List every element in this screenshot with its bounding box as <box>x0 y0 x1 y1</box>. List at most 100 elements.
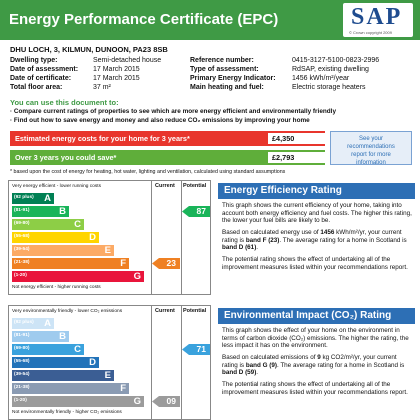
rating-heading: Energy Efficiency Rating <box>218 183 415 199</box>
band-range: (39-54) <box>14 372 30 377</box>
rating-band: (1-20) G <box>12 396 144 407</box>
band-letter: F <box>120 258 126 269</box>
footnote: * based upon the cost of energy for heat… <box>10 169 286 175</box>
rating-band: (55-68) D <box>12 357 99 368</box>
text: This graph shows the effect of your home… <box>222 327 409 350</box>
band-letter: A <box>44 193 51 204</box>
field-label: Primary Energy Indicator: <box>190 75 276 82</box>
band-letter: E <box>104 370 111 381</box>
field-value: 17 March 2015 <box>93 66 140 73</box>
potential-rating: 71 <box>182 344 210 355</box>
band-letter: F <box>120 383 126 394</box>
current-label: Current <box>155 308 175 314</box>
band-range: (92 plus) <box>14 320 34 325</box>
field-value: Semi-detached house <box>93 57 162 64</box>
text: Based on calculated energy use of <box>222 229 321 236</box>
band-range: (69-80) <box>14 346 30 351</box>
band-range: (92 plus) <box>14 195 34 200</box>
rating-band: (81-91) B <box>12 206 69 217</box>
text: . The average rating for a home in Scotl… <box>279 236 407 244</box>
bold-text: 1456 <box>320 229 335 236</box>
cost-row: Over 3 years you could save* £2,793 <box>10 150 326 165</box>
rating-chart: Very environmentally friendly - lower CO… <box>8 305 211 420</box>
rating-band: (21-38) F <box>12 258 129 269</box>
band-letter: D <box>89 357 96 368</box>
rating-band: (92 plus) A <box>12 193 54 204</box>
bottom-text: Not environmentally friendly - higher CO… <box>12 410 122 415</box>
paragraph: The potential rating shows the effect of… <box>222 381 414 396</box>
bullet-text: Compare current ratings of properties to… <box>13 108 337 115</box>
band-range: (21-38) <box>14 260 30 265</box>
text: The potential rating shows the effect of… <box>222 381 408 396</box>
top-text: Very environmentally friendly - lower CO… <box>12 309 123 314</box>
top-text: Very energy efficient - lower running co… <box>12 184 101 189</box>
potential-label: Potential <box>183 308 207 314</box>
cost-label: Over 3 years you could save* <box>15 153 117 162</box>
field-label: Reference number: <box>190 57 254 64</box>
bold-text: band D (61) <box>222 244 257 252</box>
field-label: Date of assessment: <box>10 66 79 73</box>
field-label: Date of certificate: <box>10 75 72 82</box>
rating-chart: Very energy efficient - lower running co… <box>8 180 211 295</box>
logo-note: © Crown copyright 2009 <box>349 30 392 35</box>
rating-heading: Environmental Impact (CO₂) Rating <box>218 308 415 324</box>
band-range: (81-91) <box>14 208 30 213</box>
field-label: Dwelling type: <box>10 57 58 64</box>
field-label: Total floor area: <box>10 84 63 91</box>
cost-label: Estimated energy costs for your home for… <box>15 134 190 143</box>
column-divider <box>181 181 182 294</box>
rating-band: (39-54) E <box>12 370 114 381</box>
logo-text: SAP <box>351 4 403 30</box>
paragraph: The potential rating shows the effect of… <box>222 256 414 271</box>
text: This graph shows the current efficiency … <box>222 202 412 225</box>
rating-band: (69-80) C <box>12 219 84 230</box>
band-range: (21-38) <box>14 385 30 390</box>
address: DHU LOCH, 3, KILMUN, DUNOON, PA23 8SB <box>10 45 168 54</box>
column-divider <box>181 306 182 419</box>
header-band: Energy Performance Certificate (EPC) SAP… <box>0 0 420 40</box>
potential-label: Potential <box>183 183 207 189</box>
cost-value: £4,350 <box>268 133 326 144</box>
column-divider <box>151 306 152 419</box>
bold-text: band D (59) <box>222 369 257 377</box>
band-range: (55-68) <box>14 359 30 364</box>
rating-band: (55-68) D <box>12 232 99 243</box>
band-letter: G <box>133 396 141 407</box>
text: kWh/m²/yr, your current rating is <box>222 229 402 244</box>
uses-heading: You can use this document to: <box>10 98 119 107</box>
band-range: (69-80) <box>14 221 30 226</box>
band-letter: D <box>89 232 96 243</box>
field-label: Main heating and fuel: <box>190 84 264 91</box>
title: Energy Performance Certificate (EPC) <box>9 11 279 28</box>
rating-band: (92 plus) A <box>12 318 54 329</box>
paragraph: This graph shows the current efficiency … <box>222 202 414 225</box>
cost-value: £2,793 <box>268 152 326 163</box>
sap-logo: SAP © Crown copyright 2009 <box>343 3 413 37</box>
band-letter: C <box>74 344 81 355</box>
bold-text: band F (23) <box>245 236 280 244</box>
potential-rating: 87 <box>182 206 210 217</box>
text: kg CO2/m²/yr, your current rating is <box>222 354 397 369</box>
bottom-text: Not energy efficient - higher running co… <box>12 285 101 290</box>
field-value: 0415-3127-5100-0823-2996 <box>292 57 380 64</box>
bold-text: band G (9) <box>245 361 277 369</box>
field-label: Type of assessment: <box>190 66 259 73</box>
text: . The average rating for a home in Scotl… <box>276 361 405 369</box>
side-note[interactable]: See your recommendations report for more… <box>330 131 412 166</box>
rating-band: (21-38) F <box>12 383 129 394</box>
band-letter: B <box>59 206 66 217</box>
field-value: RdSAP, existing dwelling <box>292 66 369 73</box>
paragraph: Based on calculated emissions of 9 kg CO… <box>222 354 414 377</box>
band-range: (1-20) <box>14 398 27 403</box>
rating-band: (1-20) G <box>12 271 144 282</box>
text: . <box>256 244 259 252</box>
rating-band: (39-54) E <box>12 245 114 256</box>
rating-band: (69-80) C <box>12 344 84 355</box>
text: The potential rating shows the effect of… <box>222 256 408 271</box>
field-value: Electric storage heaters <box>292 84 366 91</box>
band-letter: A <box>44 318 51 329</box>
band-range: (39-54) <box>14 247 30 252</box>
band-letter: C <box>74 219 81 230</box>
bold-text: 9 <box>317 354 321 361</box>
